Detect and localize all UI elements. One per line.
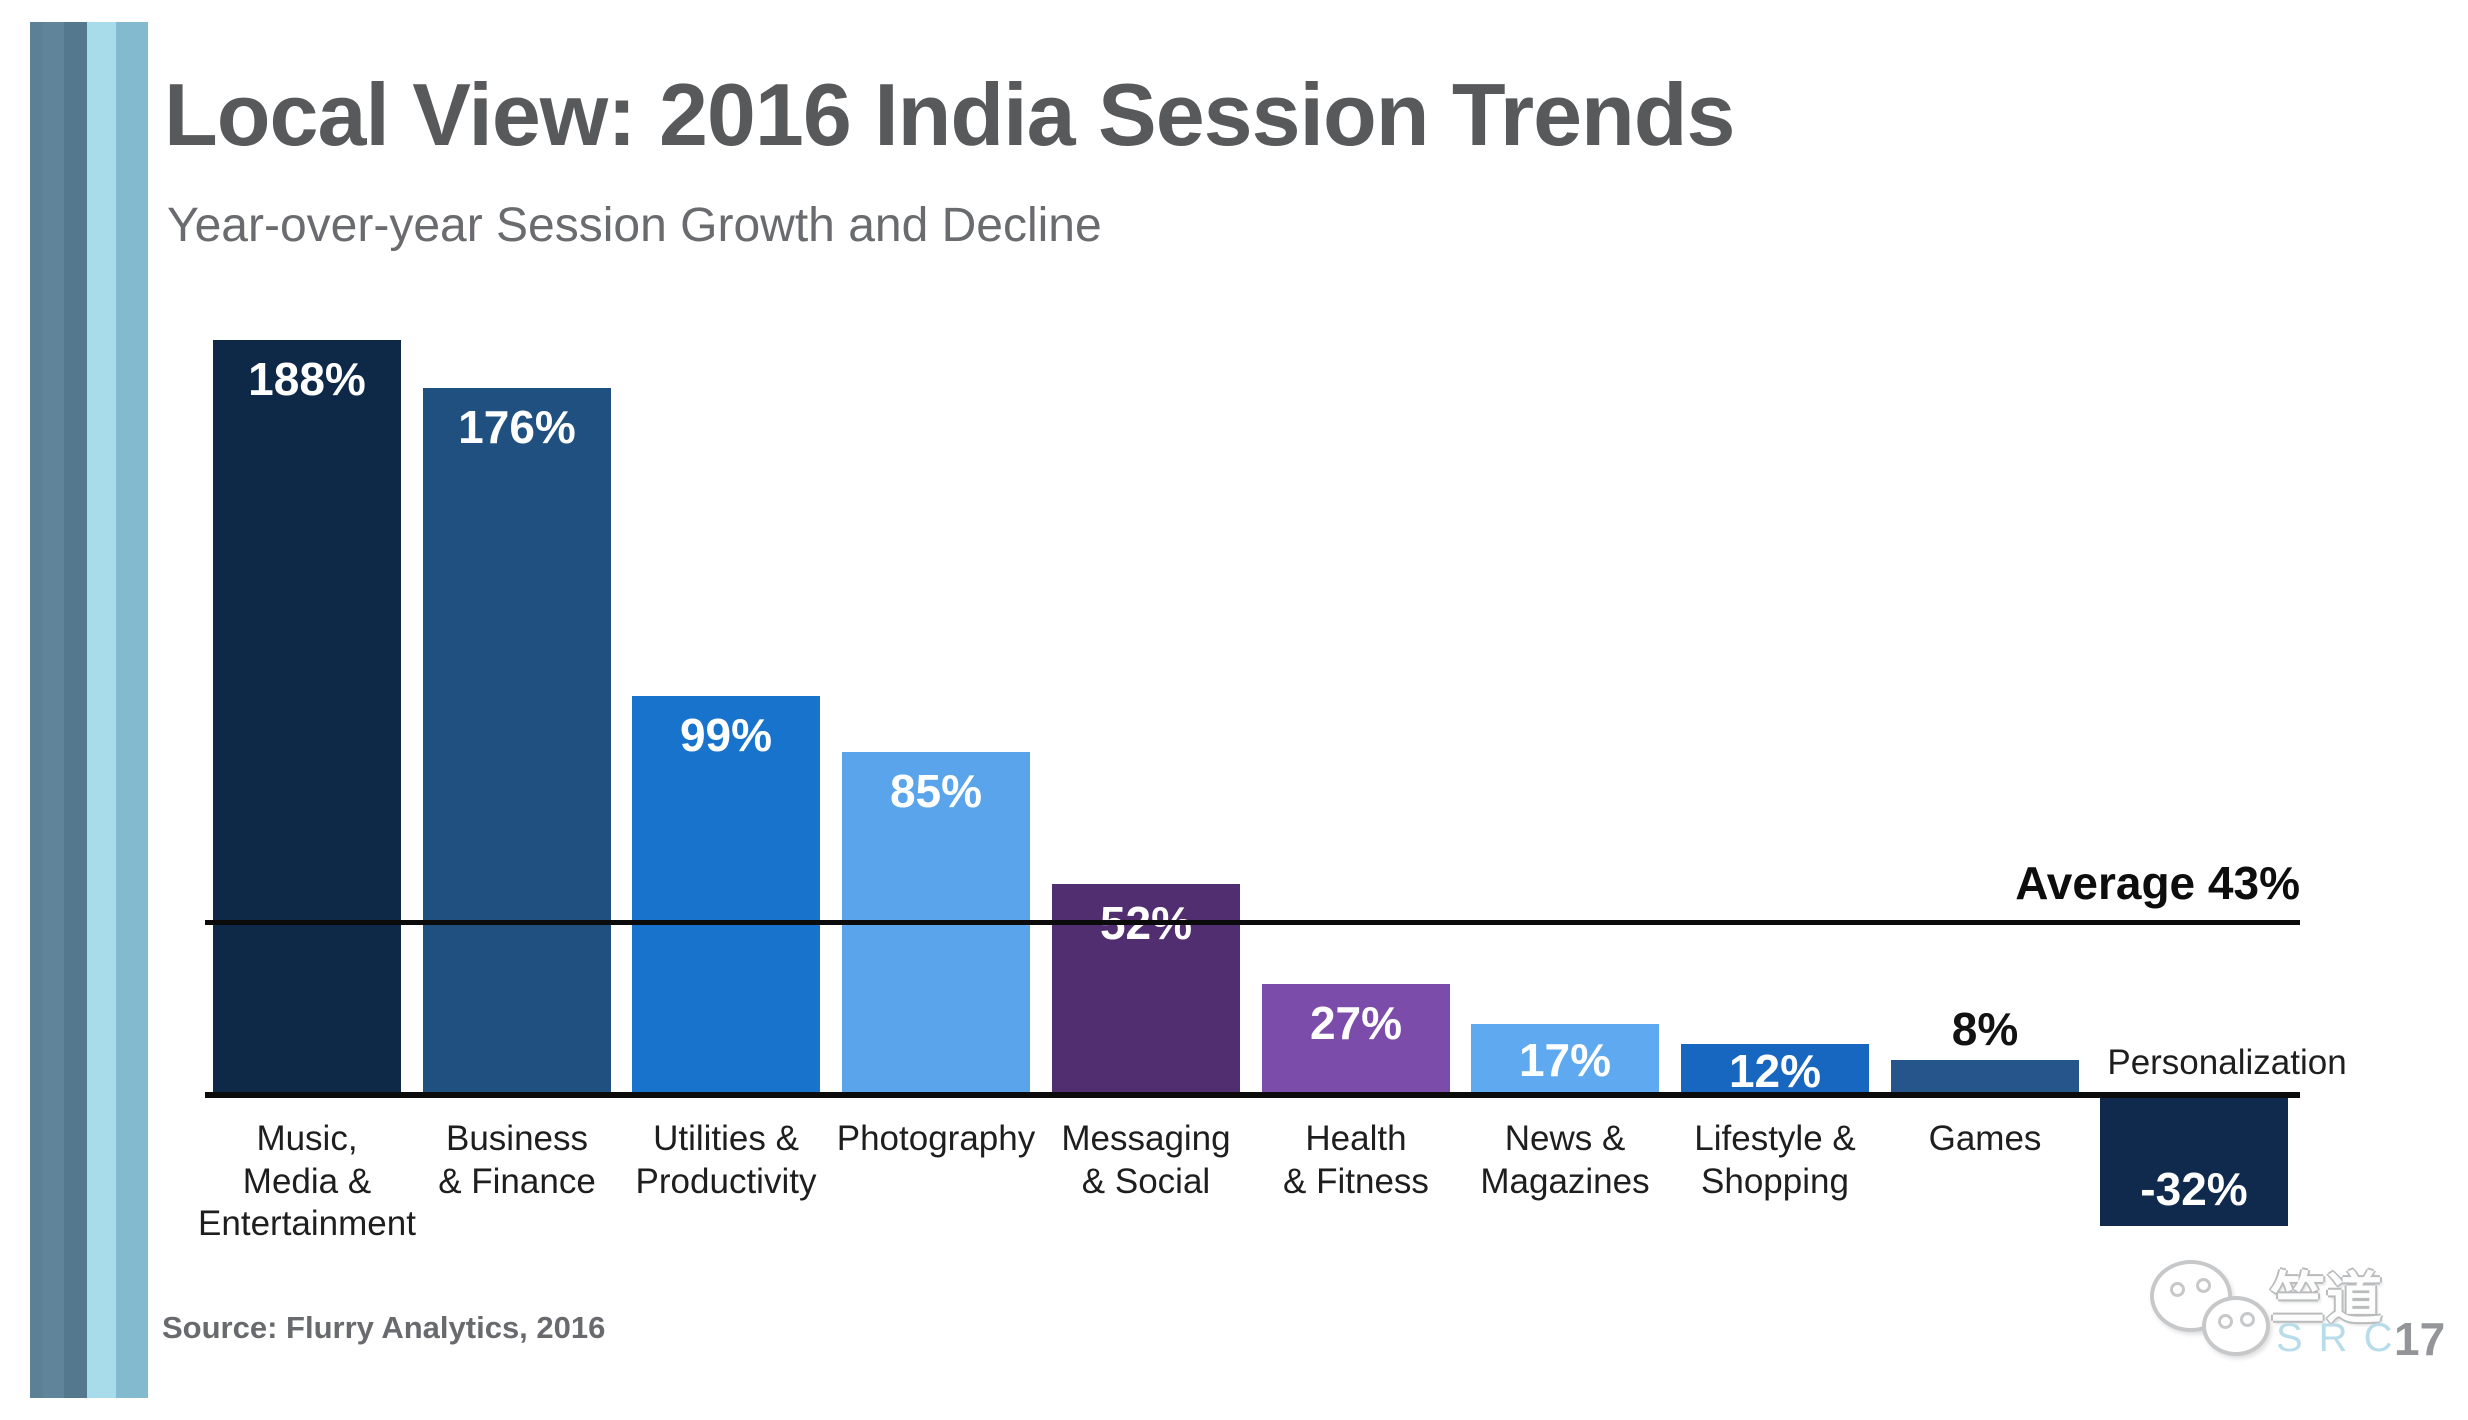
stripe [30,22,43,1398]
chat-bubble-icon [2202,1296,2270,1356]
stripe [87,22,116,1398]
watermark-page-number: 17 [2394,1313,2446,1365]
bar-value-label: 176% [458,401,576,453]
watermark-latin-text: SRC [2276,1316,2409,1360]
bar-10: -32% [2100,1098,2288,1226]
bar-1: 188% [213,340,401,1092]
bar-value-label: 17% [1518,1034,1612,1086]
bar-value-label: 27% [1309,997,1403,1049]
bar-value-label: 8% [1951,1003,2019,1055]
page-subtitle: Year-over-year Session Growth and Declin… [167,199,1102,252]
source-note: Source: Flurry Analytics, 2016 [162,1310,606,1345]
category-label: Games [1928,1119,2042,1158]
average-line [205,920,2300,925]
average-label: Average 43% [2015,857,2300,909]
page-title: Local View: 2016 India Session Trends [164,65,1735,164]
bar-8: 12% [1681,1044,1869,1097]
category-label: Personalization [2107,1043,2347,1082]
bar-3: 99% [632,696,820,1092]
category-label: Lifestyle & Shopping [1694,1119,1856,1201]
watermark-chinese-text: 竺道 [2270,1267,2382,1330]
bubble-eye-icon [2170,1282,2185,1297]
category-label: Health & Fitness [1283,1119,1429,1201]
bar-value-label: 12% [1728,1045,1822,1097]
decorative-stripes [30,22,148,1398]
stripe [116,22,148,1398]
bar-9 [1891,1060,2079,1092]
category-label: Utilities & Productivity [635,1119,817,1201]
watermark: 竺道 SRC 17 [2150,1252,2450,1392]
zero-baseline [205,1092,2300,1098]
chat-bubble-icon [2150,1260,2232,1332]
category-label: Photography [836,1119,1036,1158]
bar-value-label: 188% [248,353,366,405]
stripe [43,22,64,1398]
bar-5: 52% [1052,884,1240,1092]
bar-value-label: -32% [2140,1163,2248,1215]
bar-2: 176% [423,388,611,1092]
bar-6: 27% [1262,984,1450,1092]
bubble-eye-icon [2240,1312,2255,1327]
category-label: Music, Media & Entertainment [198,1119,416,1244]
bubble-eye-icon [2218,1314,2233,1329]
category-label: News & Magazines [1480,1119,1650,1201]
bar-value-label: 99% [679,709,773,761]
category-label: Messaging & Social [1061,1119,1231,1201]
stripe [64,22,87,1398]
category-label: Business & Finance [438,1119,596,1201]
bar-7: 17% [1471,1024,1659,1092]
bubble-eye-icon [2196,1278,2211,1293]
bar-value-label: 85% [889,765,983,817]
